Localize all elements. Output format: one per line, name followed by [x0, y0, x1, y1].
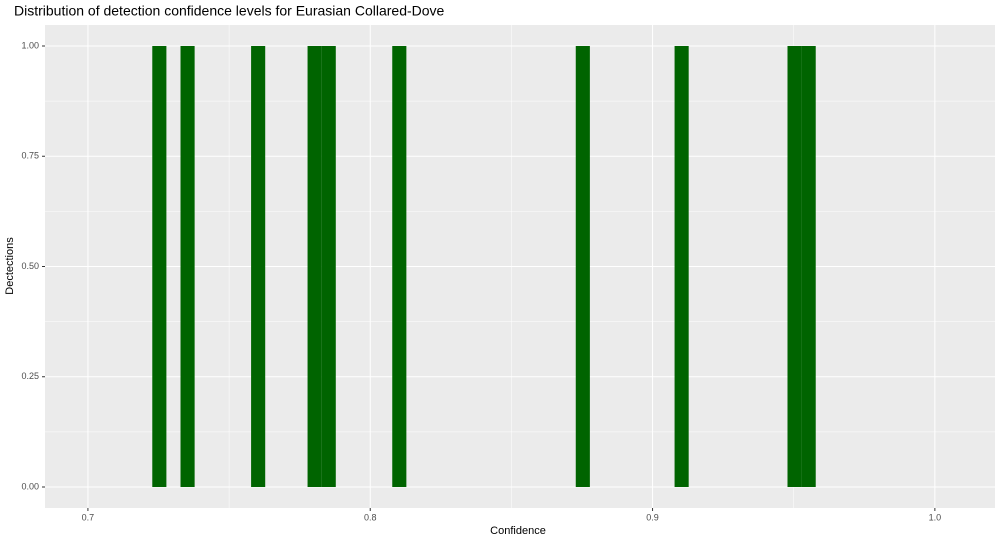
y-tick-label: 0.25 [21, 371, 39, 381]
bar [251, 45, 266, 488]
x-tick-label: 1.0 [929, 512, 942, 522]
y-tick-label: 1.00 [21, 40, 39, 50]
x-tick-label: 0.7 [82, 512, 95, 522]
chart-title: Distribution of detection confidence lev… [14, 3, 445, 19]
bar [180, 45, 195, 488]
y-tick-label: 0.75 [21, 151, 39, 161]
y-tick-label: 0.00 [21, 481, 39, 491]
y-tick-label: 0.50 [21, 261, 39, 271]
bar [152, 45, 167, 488]
bar [787, 45, 802, 488]
bar [321, 45, 336, 488]
bar [674, 45, 689, 488]
bar [801, 45, 816, 488]
bar [575, 45, 590, 488]
bar [392, 45, 407, 488]
x-axis-label: Confidence [490, 525, 546, 537]
x-tick-label: 0.8 [364, 512, 377, 522]
x-tick-label: 0.9 [646, 512, 659, 522]
bar [307, 45, 322, 488]
y-axis-label: Dectections [4, 237, 16, 295]
